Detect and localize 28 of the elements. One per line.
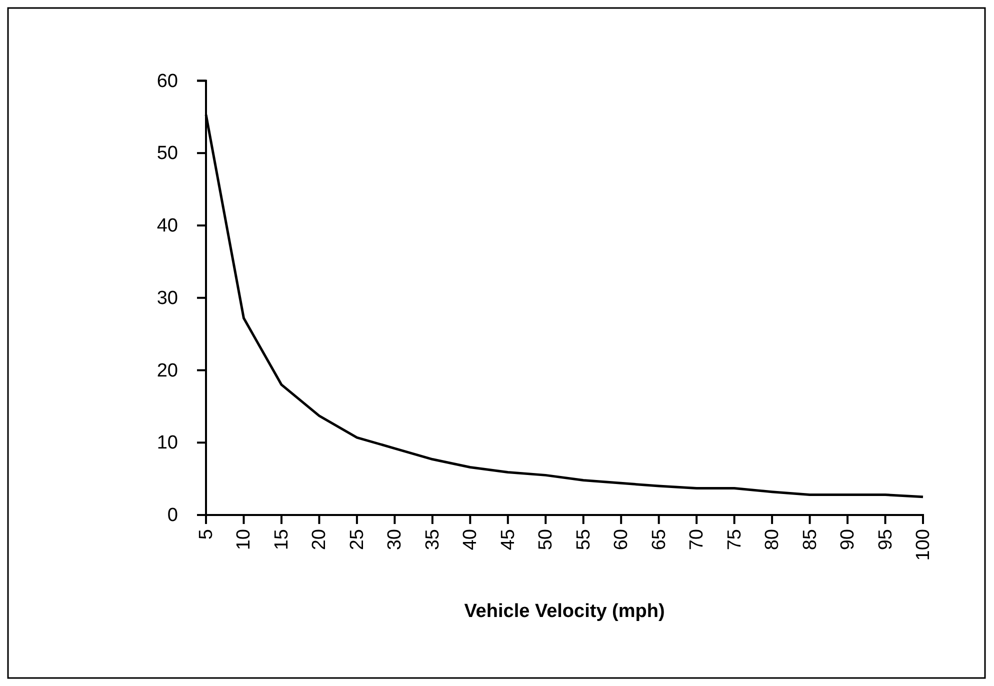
x-tick-label: 80 — [762, 529, 784, 550]
x-tick-label: 75 — [724, 529, 746, 550]
x-tick-label: 45 — [498, 529, 519, 550]
x-tick-label: 55 — [573, 529, 594, 550]
y-tick-label: 60 — [156, 70, 178, 92]
x-tick-label: 35 — [422, 529, 444, 550]
x-tick-label: 15 — [271, 529, 292, 550]
x-tick-label: 90 — [838, 529, 859, 550]
x-tick-label: 40 — [460, 529, 482, 550]
y-tick-label: 20 — [156, 360, 178, 382]
x-tick-label: 65 — [648, 529, 670, 550]
y-tick-label: 30 — [156, 288, 178, 309]
x-axis-title: Vehicle Velocity (mph) — [464, 601, 665, 622]
x-tick-label: 85 — [800, 529, 821, 550]
x-tick-label: 30 — [384, 529, 406, 550]
y-tick-label: 50 — [156, 143, 178, 164]
x-tick-label: 100 — [913, 529, 934, 561]
x-tick-label: 20 — [309, 529, 330, 550]
x-tick-label: 60 — [611, 529, 632, 550]
x-tick-label: 5 — [196, 529, 217, 540]
x-tick-label: 10 — [234, 529, 255, 550]
x-tick-label: 25 — [346, 529, 368, 550]
y-tick-label: 0 — [167, 505, 178, 526]
y-tick-label: 10 — [156, 432, 178, 454]
y-tick-label: 40 — [156, 216, 178, 237]
x-tick-label: 70 — [686, 529, 708, 550]
x-tick-label: 95 — [875, 529, 896, 550]
x-tick-label: 50 — [536, 529, 557, 550]
